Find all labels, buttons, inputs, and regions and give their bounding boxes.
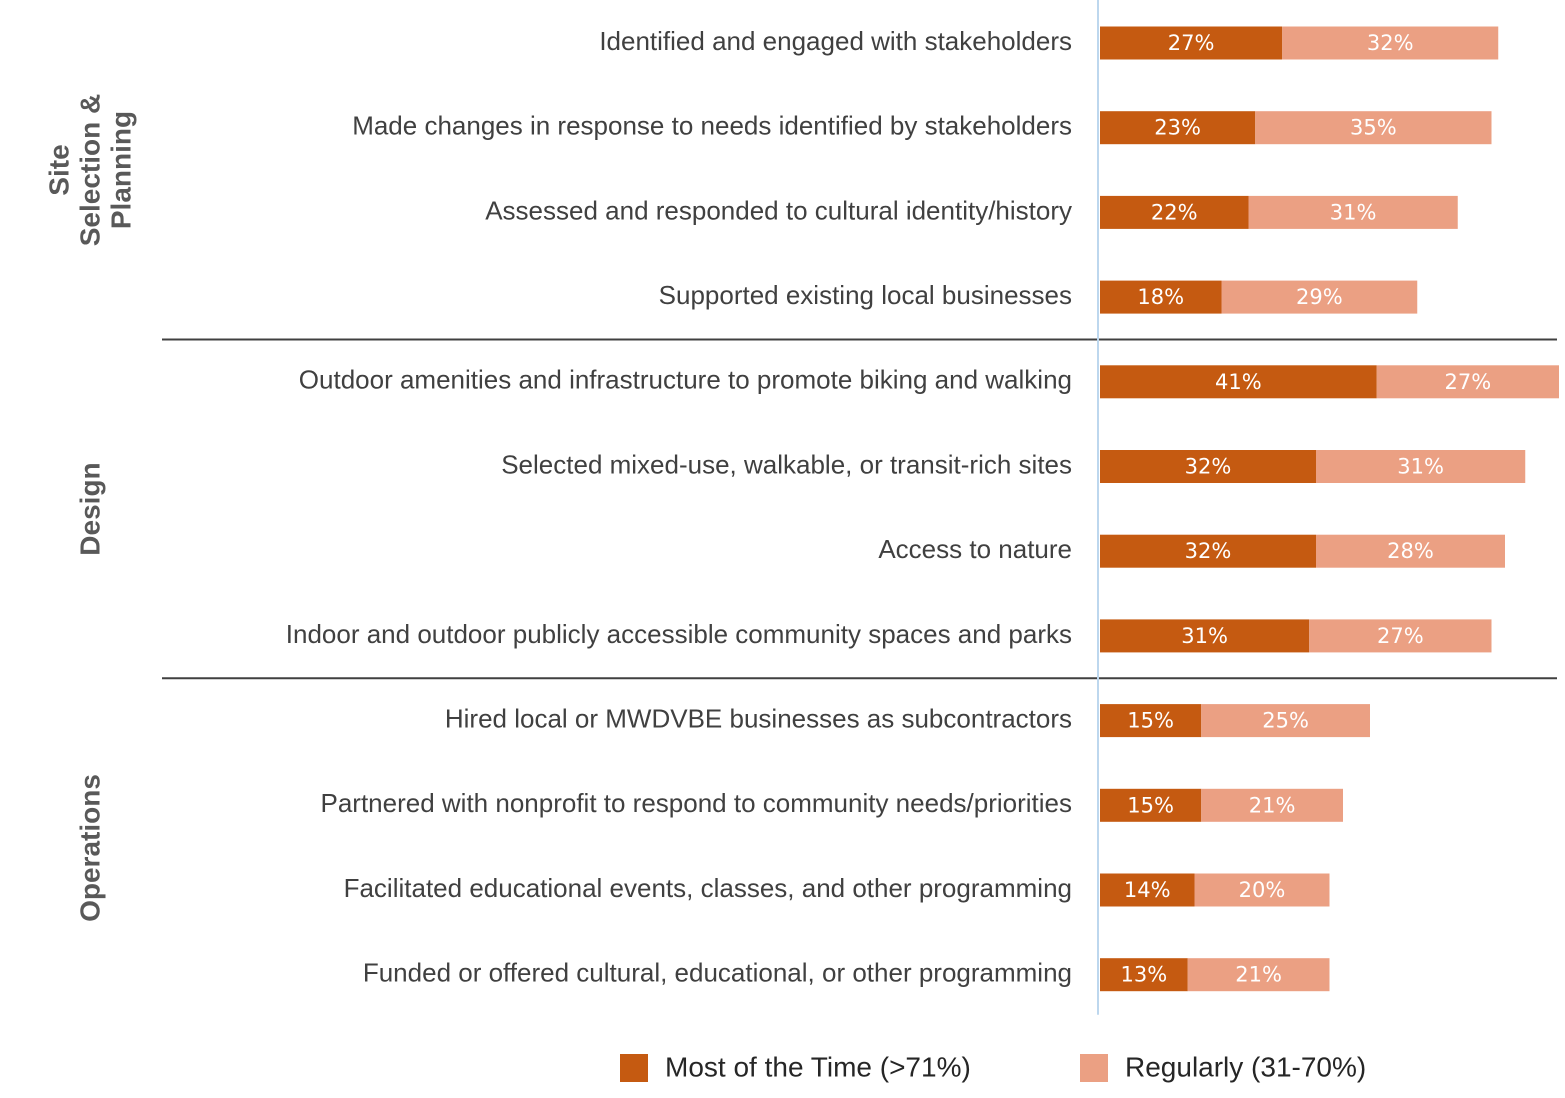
bar-segment	[1194, 873, 1330, 907]
bar-segment	[1248, 195, 1458, 229]
bar-segment	[1100, 788, 1202, 822]
value-label: 13%	[1121, 963, 1168, 987]
bar-segment	[1100, 619, 1310, 653]
value-label: 23%	[1154, 116, 1201, 140]
group-label: Design	[74, 462, 106, 556]
bar-segment	[1100, 450, 1316, 483]
value-label: 29%	[1296, 285, 1343, 309]
value-label: 28%	[1387, 539, 1434, 563]
value-label: 32%	[1185, 455, 1232, 479]
bar-segment	[1100, 365, 1377, 399]
bar-segment	[1100, 280, 1222, 314]
bar-segment	[1309, 619, 1492, 653]
category-label: Supported existing local businesses	[659, 280, 1072, 310]
bar-segment	[1201, 704, 1370, 738]
category-label: Made changes in response to needs identi…	[352, 111, 1072, 141]
bar-segment	[1221, 280, 1418, 314]
value-label: 18%	[1137, 285, 1184, 309]
value-label: 31%	[1181, 624, 1228, 648]
value-label: 35%	[1350, 116, 1397, 140]
category-label: Access to nature	[878, 534, 1072, 564]
value-label: 31%	[1397, 455, 1444, 479]
legend-label: Regularly (31-70%)	[1125, 1051, 1366, 1082]
legend-label: Most of the Time (>71%)	[665, 1051, 971, 1082]
group-label: Operations	[74, 773, 106, 922]
category-label: Selected mixed-use, walkable, or transit…	[501, 449, 1072, 479]
bar-segment	[1201, 788, 1343, 822]
bar-segment	[1100, 704, 1202, 738]
bar-segment	[1100, 873, 1195, 907]
value-label: 15%	[1127, 709, 1174, 733]
legend-swatch	[1080, 1054, 1108, 1082]
value-label: 20%	[1239, 878, 1286, 902]
category-label: Funded or offered cultural, educational,…	[363, 958, 1072, 988]
value-label: 31%	[1330, 200, 1377, 224]
value-label: 27%	[1168, 31, 1215, 55]
value-label: 21%	[1249, 793, 1296, 817]
category-label: Identified and engaged with stakeholders	[599, 26, 1072, 56]
category-label: Indoor and outdoor publicly accessible c…	[286, 619, 1072, 649]
category-label: Assessed and responded to cultural ident…	[485, 195, 1072, 225]
value-label: 32%	[1185, 539, 1232, 563]
value-label: 25%	[1262, 709, 1309, 733]
bar-segment	[1376, 365, 1559, 399]
value-label: 15%	[1127, 793, 1174, 817]
value-label: 14%	[1124, 878, 1171, 902]
value-label: 32%	[1367, 31, 1414, 55]
bar-segment	[1255, 111, 1492, 145]
value-label: 22%	[1151, 200, 1198, 224]
value-label: 27%	[1445, 370, 1492, 394]
bar-segment	[1187, 958, 1330, 992]
bar-segment	[1282, 26, 1499, 60]
legend-swatch	[620, 1054, 648, 1082]
value-label: 21%	[1235, 963, 1282, 987]
category-label: Partnered with nonprofit to respond to c…	[321, 788, 1073, 818]
category-label: Outdoor amenities and infrastructure to …	[299, 365, 1072, 395]
value-label: 27%	[1377, 624, 1424, 648]
category-label: Hired local or MWDVBE businesses as subc…	[445, 703, 1072, 733]
bar-segment	[1316, 534, 1505, 568]
value-label: 41%	[1215, 370, 1262, 394]
group-label: Site Selection & Planning	[43, 93, 137, 247]
bar-segment	[1100, 958, 1188, 992]
bar-segment	[1100, 534, 1316, 568]
bar-segment	[1100, 111, 1256, 145]
bar-segment	[1316, 450, 1526, 483]
bar-segment	[1100, 26, 1283, 60]
category-label: Facilitated educational events, classes,…	[344, 873, 1072, 903]
bar-segment	[1100, 195, 1249, 229]
